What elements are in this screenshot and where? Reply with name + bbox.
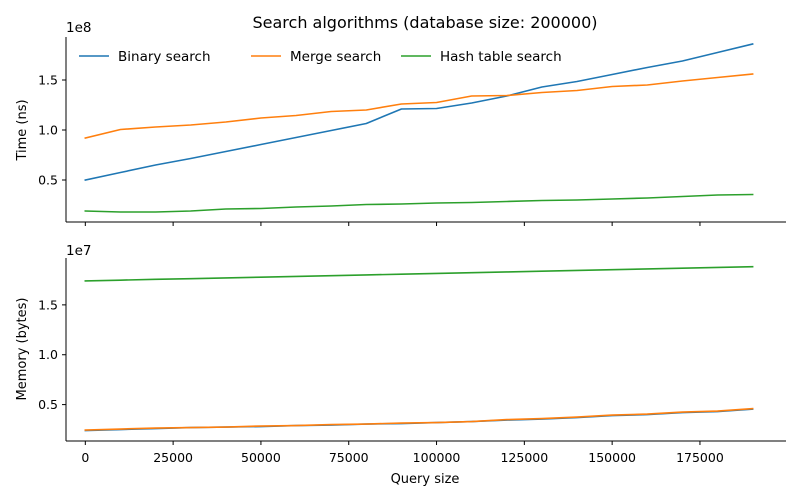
time-y-axis-label: Time (ns) xyxy=(15,99,30,161)
time-ticks: 0.5 1.0 1.5 xyxy=(38,73,701,226)
time-y-tick-label: 1.0 xyxy=(38,123,58,138)
memory-series-hash-table-search xyxy=(84,265,754,282)
x-tick-label: 100000 xyxy=(413,450,461,465)
time-panel: 1e8 Time (ns) 0.5 1.0 1.5 Binary search Me… xyxy=(15,20,786,226)
legend-label-binary-search: Binary search xyxy=(118,49,211,65)
time-y-tick-label: 1.5 xyxy=(38,73,58,88)
memory-y-tick-label: 1.5 xyxy=(38,297,58,312)
legend-label-hash-table-search: Hash table search xyxy=(440,49,562,65)
x-tick-labels: 0 25000 50000 75000 100000 125000 150000 175000 xyxy=(81,450,724,465)
x-tick-label: 125000 xyxy=(500,450,548,465)
legend-label-merge-search: Merge search xyxy=(290,49,381,65)
x-axis-label: Query size xyxy=(391,472,460,487)
memory-y-tick-label: 0.5 xyxy=(38,397,58,412)
x-tick-label: 175000 xyxy=(676,450,724,465)
memory-y-tick-label: 1.0 xyxy=(38,347,58,362)
x-tick-label: 0 xyxy=(81,450,89,465)
time-offset-label: 1e8 xyxy=(66,20,91,36)
memory-panel: 1e7 Memory (bytes) 0.5 1.0 1.5 0 25000 50000… xyxy=(15,243,786,465)
memory-y-axis-label: Memory (bytes) xyxy=(15,298,30,401)
memory-series-lines xyxy=(84,265,754,432)
time-y-tick-label: 0.5 xyxy=(38,173,58,188)
time-series-binary-search xyxy=(84,43,754,181)
memory-series-merge-search xyxy=(84,407,754,431)
x-tick-label: 50000 xyxy=(241,450,281,465)
memory-ticks: 0.5 1.0 1.5 xyxy=(38,297,701,445)
x-tick-label: 75000 xyxy=(329,450,369,465)
chart-title: Search algorithms (database size: 200000… xyxy=(252,13,597,32)
x-tick-label: 150000 xyxy=(588,450,636,465)
x-tick-label: 25000 xyxy=(153,450,193,465)
time-series-lines xyxy=(84,43,754,213)
time-legend: Binary search Merge search Hash table se… xyxy=(79,49,562,65)
time-series-hash-table-search xyxy=(84,193,754,213)
memory-offset-label: 1e7 xyxy=(66,243,91,259)
time-series-merge-search xyxy=(84,73,754,139)
